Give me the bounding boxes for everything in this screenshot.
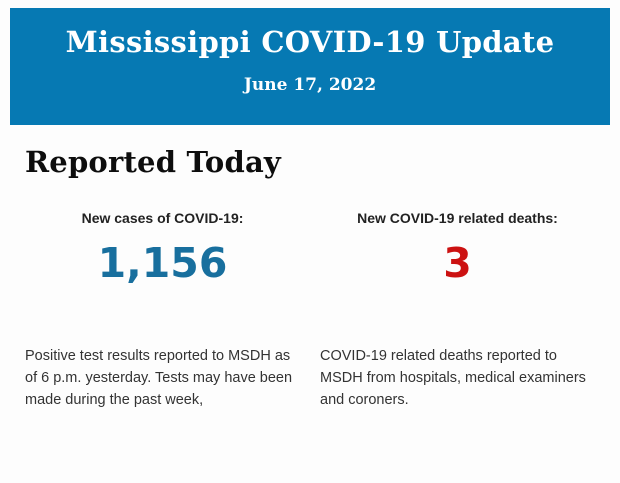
deaths-column: New COVID-19 related deaths: 3 COVID-19 … xyxy=(320,210,595,411)
cases-description: Positive test results reported to MSDH a… xyxy=(25,348,293,408)
cases-label: New cases of COVID-19: xyxy=(81,210,244,226)
cases-value: 1,156 xyxy=(97,239,228,287)
cases-column: New cases of COVID-19: 1,156 Positive te… xyxy=(25,210,300,411)
section-title: Reported Today xyxy=(25,145,281,179)
newsletter-date: June 17, 2022 xyxy=(243,75,377,95)
deaths-description: COVID-19 related deaths reported to MSDH… xyxy=(320,348,586,408)
deaths-value: 3 xyxy=(443,239,472,287)
header-banner: Mississippi COVID-19 Update June 17, 202… xyxy=(10,8,610,125)
deaths-label: New COVID-19 related deaths: xyxy=(357,210,558,226)
report-section: Reported Today New cases of COVID-19: 1,… xyxy=(10,125,610,411)
stats-columns: New cases of COVID-19: 1,156 Positive te… xyxy=(25,210,595,411)
newsletter-title: Mississippi COVID-19 Update xyxy=(65,25,555,59)
